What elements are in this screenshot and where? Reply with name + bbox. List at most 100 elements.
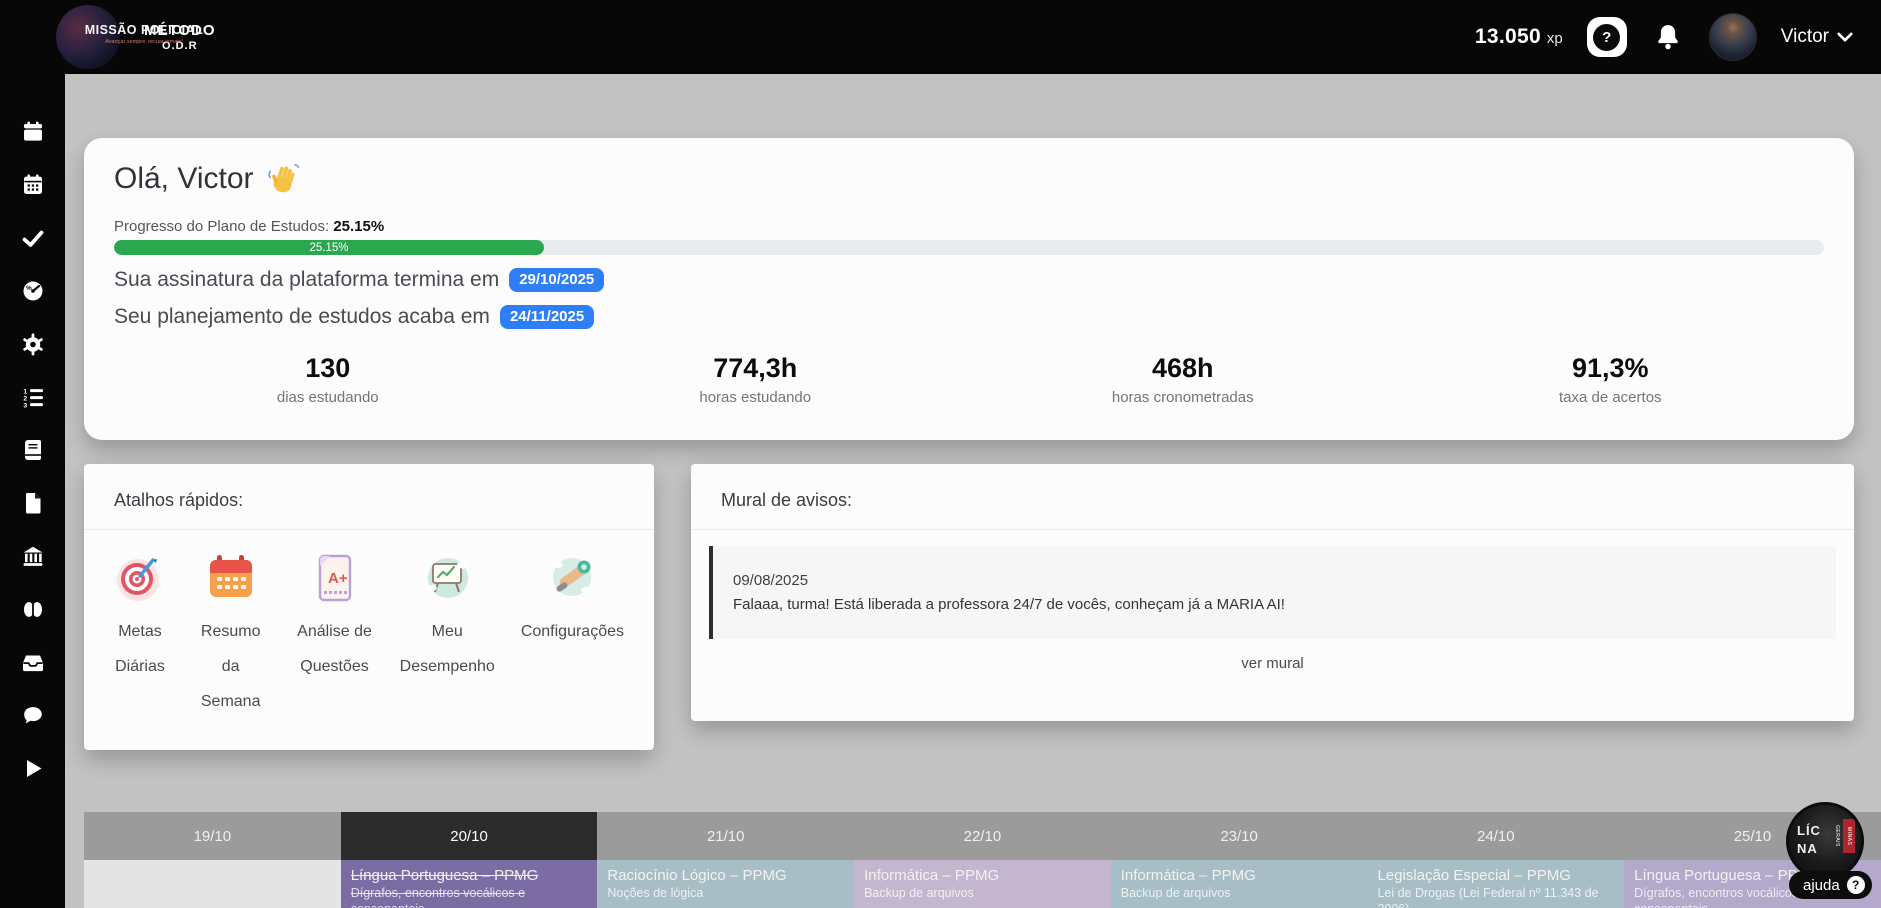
question-mark-icon: ?	[1593, 23, 1621, 51]
day-header[interactable]: 20/10	[340, 812, 598, 860]
user-name: Victor	[1780, 26, 1829, 47]
ajuda-button[interactable]: ajuda ?	[1789, 871, 1872, 899]
checkmark-icon[interactable]	[21, 226, 45, 250]
brain-icon[interactable]	[21, 597, 45, 621]
plan-date-badge: 24/11/2025	[499, 305, 595, 329]
calendar-day-23-10: 23/10 Informática – PPMG Backup de arqui…	[1110, 812, 1368, 908]
brand-logo[interactable]: MISSÃO POLICIAL Avançar sempre, recuar j…	[56, 5, 216, 69]
plan-text: Seu planejamento de estudos acaba em	[114, 305, 490, 328]
shortcut-analise-de-questoes[interactable]: A+ Análise de Questões	[295, 552, 373, 684]
page-title: Olá, Victor	[114, 162, 1824, 196]
shortcut-configuracoes[interactable]: Configurações	[521, 552, 624, 649]
shortcut-metas-diarias[interactable]: Metas Diárias	[114, 552, 166, 684]
floating-brand-logo[interactable]: LÍC NA MINAS GERAIS	[1786, 802, 1864, 880]
subscription-date-badge: 29/10/2025	[509, 268, 605, 292]
mural-post: 09/08/2025 Falaaa, turma! Está liberada …	[709, 546, 1836, 639]
bank-icon[interactable]	[21, 544, 45, 568]
chat-icon[interactable]	[21, 703, 45, 727]
divider	[84, 529, 654, 530]
minas-gerais-tag: MINAS GERAIS	[1834, 819, 1855, 853]
book-icon[interactable]	[21, 438, 45, 462]
stat-accuracy: 91,3% taxa de acertos	[1558, 353, 1662, 406]
mural-title: Mural de avisos:	[721, 490, 853, 510]
day-header[interactable]: 24/10	[1367, 812, 1625, 860]
divider	[691, 529, 1854, 530]
brand-method: MÉTODO	[144, 22, 216, 39]
tools-icon	[553, 558, 594, 596]
progress-label-row: Progresso do Plano de Estudos: 25.15%	[114, 218, 1824, 235]
user-avatar[interactable]	[1708, 13, 1757, 61]
stat-hours-studying: 774,3h horas estudando	[699, 353, 812, 406]
plan-line: Seu planejamento de estudos acaba em 24/…	[114, 305, 1824, 329]
play-icon[interactable]	[21, 756, 45, 780]
shortcut-resumo-da-semana[interactable]: Resumo da Semana	[192, 552, 269, 720]
welcome-card: Olá, Victor Progresso do Plano de Estudo…	[84, 138, 1854, 440]
document-icon[interactable]	[21, 491, 45, 515]
topbar: MISSÃO POLICIAL Avançar sempre, recuar j…	[0, 0, 1881, 74]
stat-hours-timed: 468h horas cronometradas	[1111, 353, 1254, 406]
calendar-day-21-10: 21/10 Raciocínio Lógico – PPMG Noções de…	[597, 812, 855, 908]
subscription-text: Sua assinatura da plataforma termina em	[114, 268, 500, 291]
day-header[interactable]: 19/10	[84, 812, 341, 860]
greeting-text: Olá, Victor	[114, 162, 254, 195]
svg-text:2: 2	[23, 395, 27, 402]
brand-emblem-circle	[56, 5, 120, 69]
calendar-strip: 19/10 20/10 Língua Portuguesa – PPMG Díg…	[84, 812, 1881, 908]
calendar-icon	[209, 555, 252, 597]
shortcuts-title: Atalhos rápidos:	[114, 490, 244, 510]
calendar-event[interactable]: Informática – PPMG Backup de arquivos	[1120, 867, 1256, 900]
xp-unit: xp	[1546, 30, 1563, 47]
subscription-line: Sua assinatura da plataforma termina em …	[114, 268, 1824, 292]
progress-bar-label: 25.15%	[309, 241, 349, 254]
brand-name: MISSÃO POLICIAL	[84, 23, 204, 37]
svg-text:3: 3	[23, 402, 27, 409]
calendar-event[interactable]: Língua Portuguesa – PPMG Dígrafos, encon…	[1634, 867, 1822, 908]
progress-fill: 25.15%	[114, 240, 545, 255]
stats-row: 130 dias estudando 774,3h horas estudand…	[114, 353, 1824, 406]
mural-post-text: Falaaa, turma! Está liberada a professor…	[733, 596, 1285, 613]
calendar-month-icon[interactable]	[21, 173, 45, 197]
mural-card: Mural de avisos: 09/08/2025 Falaaa, turm…	[691, 464, 1854, 721]
xp-counter: 13.050 xp	[1475, 25, 1563, 49]
day-header[interactable]: 21/10	[597, 812, 855, 860]
calendar-event[interactable]: Informática – PPMG Backup de arquivos	[864, 867, 1000, 900]
calendar-event[interactable]: Raciocínio Lógico – PPMG Noções de lógic…	[607, 867, 787, 900]
performance-board-icon	[427, 558, 470, 598]
user-menu[interactable]: Victor	[1781, 26, 1853, 48]
calendar-day-22-10: 22/10 Informática – PPMG Backup de arqui…	[854, 812, 1111, 908]
notifications-bell-icon[interactable]	[1651, 19, 1685, 55]
progress-label: Progresso do Plano de Estudos:	[114, 218, 330, 235]
calendar-event[interactable]: Língua Portuguesa – PPMG Dígrafos, encon…	[350, 867, 539, 908]
help-button[interactable]: ?	[1586, 17, 1627, 57]
shortcut-meu-desempenho[interactable]: Meu Desempenho	[400, 552, 495, 684]
progress-bar: 25.15%	[114, 240, 1824, 255]
progress-value: 25.15%	[333, 218, 385, 235]
calendar-event[interactable]: Legislação Especial – PPMG Lei de Drogas…	[1377, 867, 1599, 908]
shortcuts-card: Atalhos rápidos: Metas Diárias	[84, 464, 654, 750]
calendar-day-19-10: 19/10	[84, 812, 341, 908]
calendar-day-20-10: 20/10 Língua Portuguesa – PPMG Dígrafos,…	[340, 812, 598, 908]
chevron-down-icon	[1837, 32, 1853, 42]
gear-icon[interactable]	[21, 332, 45, 356]
waving-hand-icon	[267, 164, 299, 193]
target-icon	[117, 558, 159, 601]
day-header[interactable]: 23/10	[1110, 812, 1368, 860]
svg-text:1: 1	[23, 388, 27, 395]
question-mark-icon: ?	[1846, 876, 1865, 894]
day-header[interactable]: 22/10	[854, 812, 1111, 860]
ver-mural-link[interactable]: ver mural	[1241, 655, 1304, 672]
calendar-day-icon[interactable]	[21, 120, 45, 144]
exam-a-plus-icon: A+	[318, 554, 351, 602]
svg-text:A+: A+	[328, 570, 348, 587]
calendar-day-24-10: 24/10 Legislação Especial – PPMG Lei de …	[1367, 812, 1625, 908]
svg-text:%: %	[26, 285, 32, 292]
gauge-icon[interactable]: %	[21, 279, 45, 303]
mural-post-date: 09/08/2025	[733, 572, 809, 589]
stat-days-studying: 130 dias estudando	[276, 353, 379, 406]
xp-value: 13.050	[1474, 25, 1541, 48]
brand-method-sub: O.D.R	[162, 40, 198, 52]
inbox-icon[interactable]	[21, 650, 45, 674]
